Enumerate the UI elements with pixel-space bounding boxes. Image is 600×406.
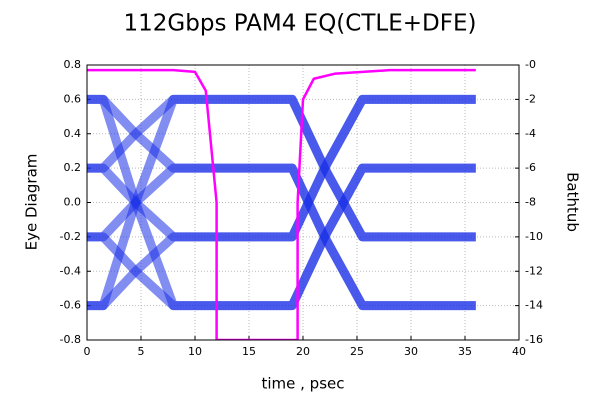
eye-trace <box>87 94 476 311</box>
y-tick-label: 0.0 <box>64 196 82 209</box>
y2-tick-label: -4 <box>525 127 536 140</box>
y-tick-label: -0.6 <box>60 299 81 312</box>
x-tick-label: 35 <box>458 345 472 358</box>
x-tick-label: 10 <box>188 345 202 358</box>
y2-tick-label: -0 <box>525 58 536 71</box>
x-tick-label: 15 <box>242 345 256 358</box>
y-tick-label: -0.4 <box>60 264 81 277</box>
chart-title: 112Gbps PAM4 EQ(CTLE+DFE) <box>124 11 477 37</box>
x-tick-label: 20 <box>296 345 310 358</box>
x-axis-title: time , psec <box>261 375 344 393</box>
y2-tick-label: -8 <box>525 196 536 209</box>
y2-axis-title: Bathtub <box>564 172 582 232</box>
y2-tick-label: -12 <box>525 264 543 277</box>
y-tick-label: -0.2 <box>60 230 81 243</box>
x-tick-label: 5 <box>138 345 145 358</box>
y-tick-label: 0.8 <box>64 58 82 71</box>
y-tick-label: 0.4 <box>64 127 82 140</box>
y2-tick-label: -14 <box>525 299 543 312</box>
y-tick-label: 0.2 <box>64 161 82 174</box>
plot-frame <box>86 64 520 341</box>
eye-trace <box>87 94 476 311</box>
y2-tick-label: -2 <box>525 92 536 105</box>
y-tick-label: -0.8 <box>60 333 81 346</box>
x-tick-label: 30 <box>404 345 418 358</box>
x-tick-label: 0 <box>84 345 91 358</box>
y-axis-title: Eye Diagram <box>23 154 41 251</box>
y2-tick-label: -16 <box>525 333 543 346</box>
eye-trace <box>87 94 476 242</box>
y2-tick-label: -10 <box>525 230 543 243</box>
y-tick-label: 0.6 <box>64 92 82 105</box>
x-tick-label: 25 <box>350 345 364 358</box>
y2-tick-label: -6 <box>525 161 536 174</box>
x-tick-label: 40 <box>512 345 526 358</box>
eye-trace <box>87 163 476 311</box>
bathtub-curve <box>87 68 476 340</box>
